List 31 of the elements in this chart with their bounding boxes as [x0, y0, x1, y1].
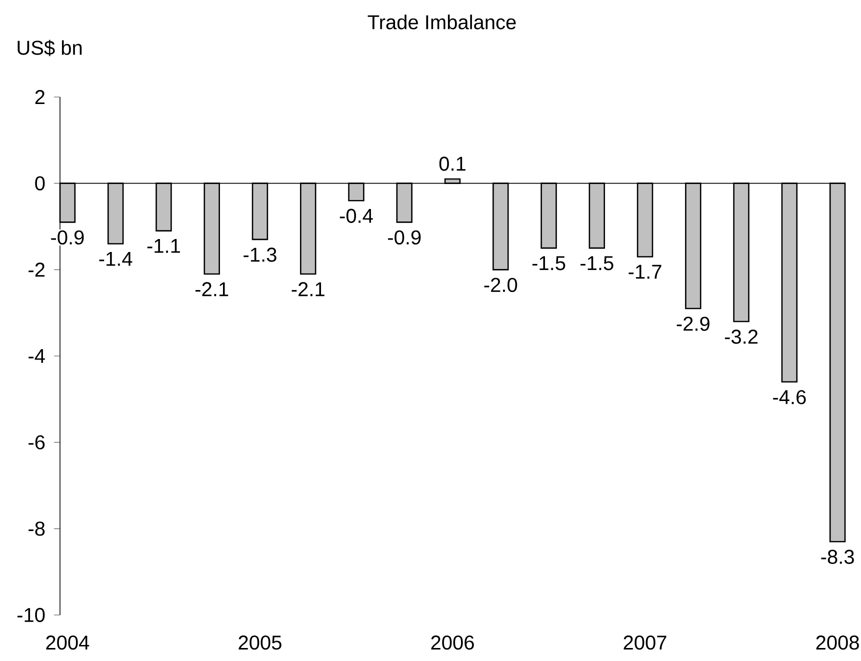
data-label: -0.4 — [340, 208, 373, 223]
y-tick-label: 0 — [35, 176, 45, 190]
data-label: -1.3 — [244, 248, 276, 262]
x-tick-label: 2008 — [816, 636, 859, 650]
y-tick-label: 2 — [35, 90, 44, 104]
y-tick-label: -10 — [17, 608, 45, 622]
data-label: -1.4 — [99, 252, 132, 266]
data-label: -8.3 — [821, 550, 854, 564]
x-tick-label: 2007 — [624, 636, 666, 650]
data-label: -4.6 — [773, 390, 806, 404]
data-label: 0.1 — [439, 156, 466, 171]
data-label: -0.9 — [388, 230, 421, 245]
x-tick-label: 2004 — [46, 636, 90, 650]
x-tick-label: 2005 — [238, 636, 282, 650]
data-label: -1.5 — [580, 256, 614, 270]
data-label: -1.7 — [628, 264, 662, 279]
data-label: -3.2 — [724, 330, 758, 344]
data-label: -2.1 — [292, 282, 324, 296]
y-tick-label: -8 — [28, 522, 45, 536]
data-label: -2.9 — [676, 316, 710, 331]
x-tick-label: 2006 — [431, 636, 474, 650]
y-tick-label: -6 — [28, 435, 45, 450]
data-label: -0.9 — [51, 230, 84, 245]
data-label: -2.1 — [196, 282, 228, 296]
data-label: -2.0 — [484, 278, 518, 292]
data-label: -1.5 — [532, 256, 566, 270]
chart-title: Trade Imbalance — [368, 14, 516, 30]
y-tick-label: -4 — [28, 349, 45, 363]
y-tick-label: -2 — [28, 262, 44, 277]
y-axis-title: US$ bn — [18, 40, 82, 56]
data-label: -1.1 — [147, 239, 180, 253]
